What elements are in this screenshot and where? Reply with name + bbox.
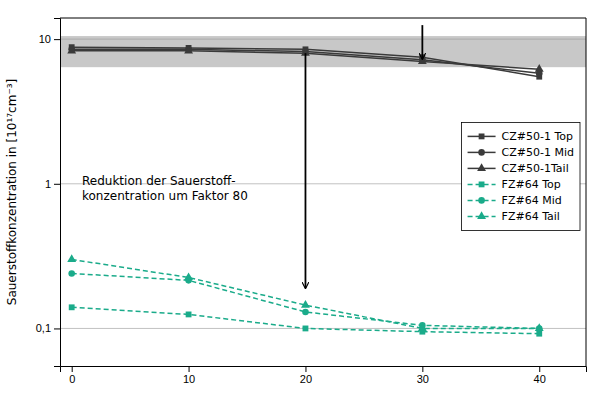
legend-label: FZ#64 Mid	[502, 194, 562, 207]
plot-area	[60, 25, 586, 336]
legend-label: FZ#64 Tail	[502, 210, 560, 223]
band	[60, 36, 586, 67]
legend-label: CZ#50-1 Mid	[502, 146, 574, 159]
x-axis: 0 10 20 30 40	[61, 366, 587, 385]
x-tick-mark	[72, 366, 73, 372]
x-tick-mark	[422, 366, 423, 372]
plot: 0 10 20 30 40 0,1 1 10 Reduktion der Sauerstoff-…	[36, 18, 587, 385]
x-tick-label: 10	[183, 373, 195, 385]
y-tick-label: 1	[45, 178, 51, 190]
x-tick: 20	[300, 366, 312, 385]
y-tick-mark	[54, 39, 60, 40]
x-tick-mark	[189, 366, 190, 372]
x-tick: 10	[183, 366, 195, 385]
arrow	[305, 53, 307, 288]
data-point	[186, 312, 192, 318]
data-point	[303, 326, 309, 332]
data-point	[301, 300, 310, 308]
x-tick-mark	[539, 366, 540, 372]
data-point	[69, 304, 75, 310]
annotation-line: Reduktion der Sauerstoff-	[82, 174, 236, 188]
grid-line	[60, 39, 586, 40]
legend-label: CZ#50-1Tail	[502, 162, 569, 175]
legend-label: CZ#50-1 Top	[502, 130, 573, 143]
data-point	[302, 309, 309, 316]
legend-symbol	[478, 149, 485, 156]
data-point	[67, 46, 76, 54]
y-tick-label: 0,1	[36, 322, 51, 334]
x-axis-line	[61, 367, 587, 373]
legend: CZ#50-1 Top CZ#50-1 Mid CZ#50-1Tail FZ#64 T…	[462, 122, 580, 230]
x-tick-label: 0	[69, 373, 75, 385]
legend-item: FZ#64 Tail	[468, 210, 560, 223]
data-point	[535, 323, 544, 331]
frame-top	[60, 18, 586, 19]
legend-symbol	[478, 197, 485, 204]
series-line	[72, 307, 540, 333]
data-point	[184, 46, 193, 54]
y-tick: 0,1	[36, 322, 60, 334]
chart: 0 10 20 30 40 0,1 1 10 Reduktion der Sauerstoff-…	[0, 0, 600, 400]
legend-item: FZ#64 Mid	[468, 194, 562, 207]
legend-item: CZ#50-1 Top	[468, 130, 573, 143]
arrow	[421, 25, 423, 59]
data-point	[68, 270, 75, 277]
legend-item: FZ#64 Top	[468, 178, 561, 191]
y-tick-mark	[54, 184, 60, 185]
data-point	[184, 272, 193, 280]
legend-symbol	[477, 163, 486, 171]
annotation-line: konzentration um Faktor 80	[82, 189, 248, 203]
x-tick-label: 20	[300, 373, 312, 385]
data-point	[418, 323, 427, 331]
data-point	[67, 254, 76, 262]
y-tick-label: 10	[39, 33, 51, 45]
legend-item: CZ#50-1 Mid	[468, 146, 574, 159]
y-tick-mark	[54, 328, 60, 329]
y-axis-title: Sauerstoffkonzentration in [10¹⁷cm⁻³]	[5, 79, 19, 305]
legend-frame	[462, 122, 580, 230]
y-tick: 10	[39, 33, 60, 45]
x-tick: 0	[69, 366, 75, 385]
x-tick: 40	[534, 366, 546, 385]
x-tick-mark	[305, 366, 306, 372]
x-tick-label: 30	[417, 373, 429, 385]
x-tick: 30	[417, 366, 429, 385]
data-point	[535, 64, 544, 72]
legend-symbol	[479, 133, 485, 139]
y-axis: 0,1 1 10	[36, 19, 61, 367]
legend-label: FZ#64 Top	[502, 178, 561, 191]
y-axis-line	[54, 19, 61, 367]
legend-symbol	[477, 211, 486, 219]
grid	[60, 39, 586, 328]
x-tick-label: 40	[534, 373, 546, 385]
frame-right	[586, 18, 587, 366]
annotation: Reduktion der Sauerstoff-konzentration u…	[82, 174, 248, 203]
legend-symbol	[479, 181, 485, 187]
y-tick: 1	[45, 178, 60, 190]
legend-item: CZ#50-1Tail	[468, 162, 569, 175]
